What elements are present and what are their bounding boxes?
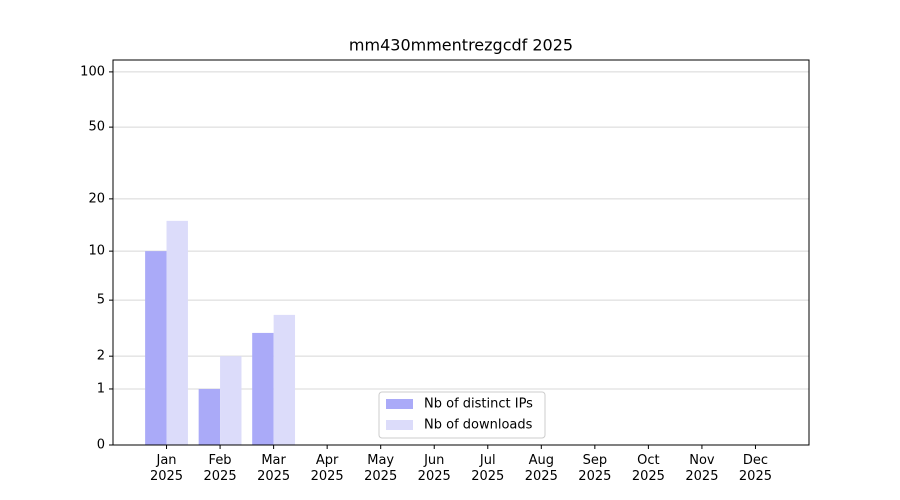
y-tick-label: 5 xyxy=(97,293,105,308)
legend-swatch xyxy=(386,420,413,430)
x-tick-label: Jan 2025 xyxy=(149,453,184,484)
legend-label: Nb of distinct IPs xyxy=(424,397,533,412)
bar xyxy=(220,356,242,445)
legend-label: Nb of downloads xyxy=(424,418,533,433)
x-tick-label: Nov 2025 xyxy=(685,453,719,484)
x-tick-label: Dec 2025 xyxy=(738,453,772,484)
x-tick-label: Apr 2025 xyxy=(310,453,344,484)
x-tick-label: Jul 2025 xyxy=(471,453,505,484)
y-tick-label: 2 xyxy=(97,349,105,364)
y-tick-label: 50 xyxy=(88,120,105,135)
y-tick-label: 1 xyxy=(97,381,105,396)
x-tick-label: Jun 2025 xyxy=(417,453,451,484)
x-tick-label: May 2025 xyxy=(364,453,398,484)
x-tick-label: Sep 2025 xyxy=(578,453,612,484)
x-tick-label: Aug 2025 xyxy=(524,453,558,484)
x-tick-label: Feb 2025 xyxy=(203,453,237,484)
chart-title: mm430mmentrezgcdf 2025 xyxy=(349,36,573,55)
bar xyxy=(273,314,296,445)
plot-frame xyxy=(112,59,810,446)
bar xyxy=(252,332,274,445)
legend: Nb of distinct IPs Nb of downloads xyxy=(378,391,546,439)
x-tick-label: Mar 2025 xyxy=(257,453,291,484)
y-tick-label: 20 xyxy=(88,191,105,206)
y-tick-label: 10 xyxy=(88,244,105,259)
y-tick-label: 0 xyxy=(97,438,105,453)
bar xyxy=(145,251,167,445)
x-tick-label: Oct 2025 xyxy=(631,453,665,484)
bar xyxy=(166,220,188,445)
y-tick-label: 100 xyxy=(80,64,105,79)
legend-swatch xyxy=(386,399,413,409)
bar xyxy=(198,388,221,445)
legend-frame xyxy=(378,391,546,439)
